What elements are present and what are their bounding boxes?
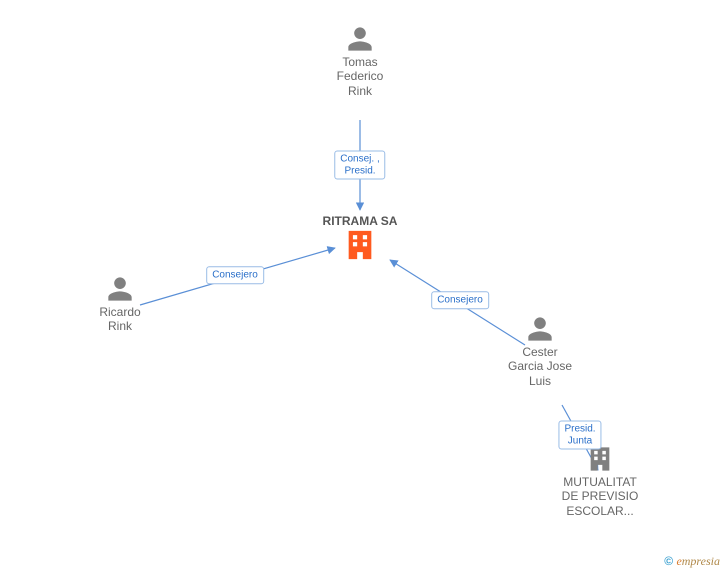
- node-label: Tomas Federico Rink: [310, 55, 410, 98]
- person-icon: [310, 25, 410, 53]
- brand-rest: mpresia: [682, 554, 720, 568]
- person-icon: [70, 275, 170, 303]
- watermark: © empresia: [664, 554, 720, 569]
- node-mutualitat[interactable]: MUTUALITAT DE PREVISIO ESCOLAR...: [550, 445, 650, 518]
- node-center-company[interactable]: RITRAMA SA: [310, 212, 410, 262]
- node-ricardo[interactable]: Ricardo Rink: [70, 275, 170, 334]
- node-label: RITRAMA SA: [310, 214, 410, 228]
- node-label: Cester Garcia Jose Luis: [490, 345, 590, 388]
- diagram-canvas: Tomas Federico Rink RITRAMA SA Ricardo R…: [0, 0, 728, 575]
- copyright-symbol: ©: [664, 554, 673, 568]
- edge-label-ricardo-center: Consejero: [206, 266, 264, 284]
- node-cester[interactable]: Cester Garcia Jose Luis: [490, 315, 590, 388]
- edge-label-cester-center: Consejero: [431, 291, 489, 309]
- node-tomas[interactable]: Tomas Federico Rink: [310, 25, 410, 98]
- node-label: MUTUALITAT DE PREVISIO ESCOLAR...: [550, 475, 650, 518]
- person-icon: [490, 315, 590, 343]
- building-icon: [310, 228, 410, 262]
- node-label: Ricardo Rink: [70, 305, 170, 334]
- edge-label-tomas-center: Consej. , Presid.: [334, 151, 385, 180]
- edge-label-cester-mutualitat: Presid. Junta: [558, 421, 601, 450]
